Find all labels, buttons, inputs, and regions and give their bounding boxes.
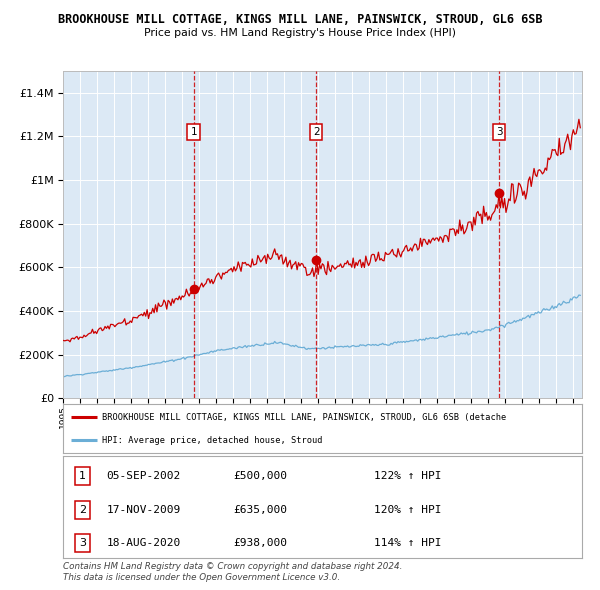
Text: 17-NOV-2009: 17-NOV-2009 [106,505,181,515]
Text: Contains HM Land Registry data © Crown copyright and database right 2024.: Contains HM Land Registry data © Crown c… [63,562,403,571]
Text: 2: 2 [79,505,86,515]
Text: 2: 2 [313,127,320,137]
Text: BROOKHOUSE MILL COTTAGE, KINGS MILL LANE, PAINSWICK, STROUD, GL6 6SB: BROOKHOUSE MILL COTTAGE, KINGS MILL LANE… [58,13,542,26]
Text: 3: 3 [79,538,86,548]
Text: 3: 3 [496,127,502,137]
Text: 120% ↑ HPI: 120% ↑ HPI [374,505,442,515]
Text: Price paid vs. HM Land Registry's House Price Index (HPI): Price paid vs. HM Land Registry's House … [144,28,456,38]
Text: 1: 1 [190,127,197,137]
Text: This data is licensed under the Open Government Licence v3.0.: This data is licensed under the Open Gov… [63,573,340,582]
Text: 114% ↑ HPI: 114% ↑ HPI [374,538,442,548]
Text: HPI: Average price, detached house, Stroud: HPI: Average price, detached house, Stro… [102,436,322,445]
Text: £635,000: £635,000 [233,505,287,515]
Text: BROOKHOUSE MILL COTTAGE, KINGS MILL LANE, PAINSWICK, STROUD, GL6 6SB (detache: BROOKHOUSE MILL COTTAGE, KINGS MILL LANE… [102,413,506,422]
Text: 05-SEP-2002: 05-SEP-2002 [106,471,181,481]
Text: 18-AUG-2020: 18-AUG-2020 [106,538,181,548]
Text: 1: 1 [79,471,86,481]
Text: £938,000: £938,000 [233,538,287,548]
Text: £500,000: £500,000 [233,471,287,481]
Text: 122% ↑ HPI: 122% ↑ HPI [374,471,442,481]
